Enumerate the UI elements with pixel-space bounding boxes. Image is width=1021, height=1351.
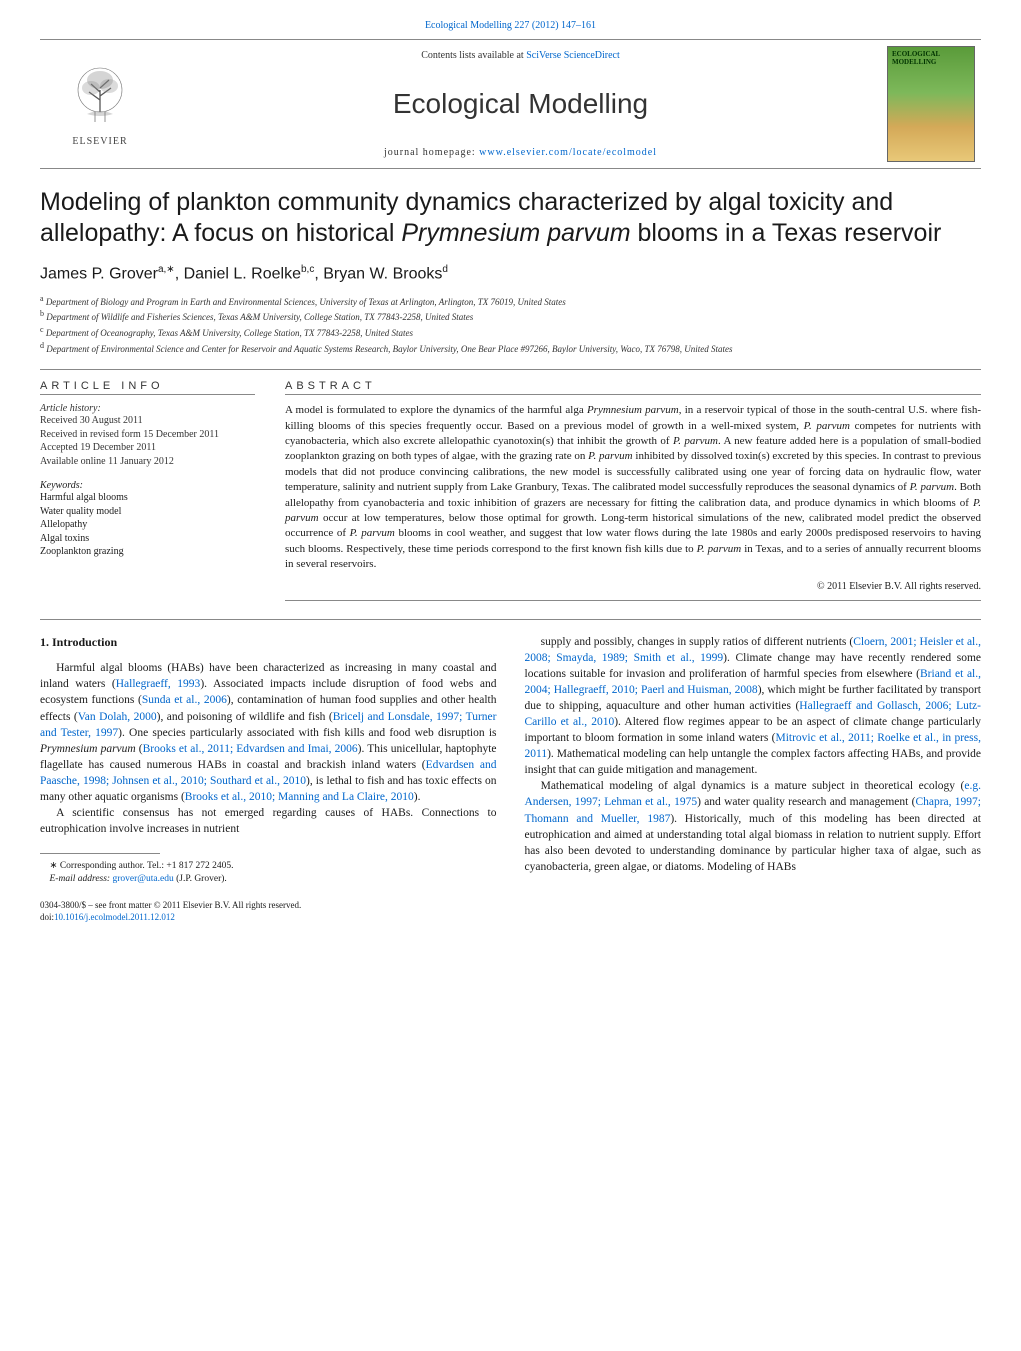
homepage-prefix: journal homepage:: [384, 147, 479, 158]
intro-p2: A scientific consensus has not emerged r…: [40, 805, 497, 837]
article-title: Modeling of plankton community dynamics …: [40, 187, 981, 250]
title-part2: blooms in a Texas reservoir: [631, 219, 942, 247]
author-1-aff: a,∗: [158, 264, 175, 275]
right-column: supply and possibly, changes in supply r…: [525, 634, 982, 924]
keyword-0: Harmful algal blooms: [40, 491, 255, 505]
header-center: Contents lists available at SciVerse Sci…: [160, 40, 881, 168]
aff-d-text: Department of Environmental Science and …: [46, 344, 732, 354]
meta-row: article info Article history: Received 3…: [40, 369, 981, 600]
intro-p1: Harmful algal blooms (HABs) have been ch…: [40, 660, 497, 805]
author-3-aff: d: [442, 264, 448, 275]
author-2: Daniel L. Roelke: [184, 265, 301, 282]
article-info-column: article info Article history: Received 3…: [40, 370, 275, 600]
left-column: 1. Introduction Harmful algal blooms (HA…: [40, 634, 497, 924]
col2-p1: supply and possibly, changes in supply r…: [525, 634, 982, 779]
author-2-aff: b,c: [301, 264, 314, 275]
history-accepted: Accepted 19 December 2011: [40, 441, 255, 455]
keyword-2: Allelopathy: [40, 518, 255, 532]
aff-b-text: Department of Wildlife and Fisheries Sci…: [46, 312, 473, 322]
history-revised: Received in revised form 15 December 201…: [40, 428, 255, 442]
journal-header: ELSEVIER Contents lists available at Sci…: [40, 39, 981, 169]
affiliations: a Department of Biology and Program in E…: [40, 293, 981, 355]
intro-heading: 1. Introduction: [40, 634, 497, 651]
aff-c-text: Department of Oceanography, Texas A&M Un…: [46, 328, 413, 338]
cover-label: ECOLOGICAL MODELLING: [892, 51, 970, 66]
aff-a-text: Department of Biology and Program in Ear…: [46, 297, 566, 307]
authors-line: James P. Grovera,∗, Daniel L. Roelkeb,c,…: [40, 264, 981, 283]
abstract-label: abstract: [285, 380, 981, 392]
col2-p2: Mathematical modeling of algal dynamics …: [525, 778, 982, 875]
keyword-3: Algal toxins: [40, 532, 255, 546]
running-citation: Ecological Modelling 227 (2012) 147–161: [40, 20, 981, 31]
history-received: Received 30 August 2011: [40, 414, 255, 428]
footnote-separator: [40, 853, 160, 854]
journal-title: Ecological Modelling: [168, 88, 873, 120]
keywords-label: Keywords:: [40, 480, 255, 491]
journal-cover: ECOLOGICAL MODELLING: [881, 40, 981, 168]
history-online: Available online 11 January 2012: [40, 455, 255, 469]
homepage-link[interactable]: www.elsevier.com/locate/ecolmodel: [479, 147, 657, 158]
copyright-line: © 2011 Elsevier B.V. All rights reserved…: [285, 581, 981, 601]
publisher-name: ELSEVIER: [72, 136, 127, 147]
info-divider: [40, 394, 255, 395]
bottom-meta: 0304-3800/$ – see front matter © 2011 El…: [40, 900, 497, 923]
abstract-text: A model is formulated to explore the dyn…: [285, 403, 981, 572]
doi-line: doi:10.1016/j.ecolmodel.2011.12.012: [40, 912, 497, 924]
doi-prefix: doi:: [40, 912, 54, 922]
issn-line: 0304-3800/$ – see front matter © 2011 El…: [40, 900, 497, 912]
keyword-4: Zooplankton grazing: [40, 545, 255, 559]
sciencedirect-link[interactable]: SciVerse ScienceDirect: [526, 50, 620, 61]
cover-thumbnail: ECOLOGICAL MODELLING: [887, 46, 975, 162]
email-suffix: (J.P. Grover).: [174, 874, 227, 884]
article-info-label: article info: [40, 380, 255, 392]
corresponding-author: ∗ Corresponding author. Tel.: +1 817 272…: [40, 860, 497, 873]
email-link[interactable]: grover@uta.edu: [112, 874, 173, 884]
elsevier-tree-icon: [65, 62, 135, 132]
affiliation-a: a Department of Biology and Program in E…: [40, 293, 981, 309]
doi-link[interactable]: 10.1016/j.ecolmodel.2011.12.012: [54, 912, 175, 922]
author-1: James P. Grover: [40, 265, 158, 282]
journal-homepage: journal homepage: www.elsevier.com/locat…: [168, 147, 873, 158]
keyword-1: Water quality model: [40, 505, 255, 519]
title-species: Prymnesium parvum: [401, 219, 630, 247]
body-columns: 1. Introduction Harmful algal blooms (HA…: [40, 619, 981, 924]
abstract-divider: [285, 394, 981, 395]
history-label: Article history:: [40, 403, 255, 414]
affiliation-c: c Department of Oceanography, Texas A&M …: [40, 324, 981, 340]
abstract-column: abstract A model is formulated to explor…: [275, 370, 981, 600]
affiliation-b: b Department of Wildlife and Fisheries S…: [40, 308, 981, 324]
publisher-logo: ELSEVIER: [40, 40, 160, 168]
email-footnote: E-mail address: grover@uta.edu (J.P. Gro…: [40, 873, 497, 886]
affiliation-d: d Department of Environmental Science an…: [40, 340, 981, 356]
contents-available: Contents lists available at SciVerse Sci…: [168, 50, 873, 61]
contents-prefix: Contents lists available at: [421, 50, 526, 61]
email-label: E-mail address:: [50, 874, 113, 884]
author-3: Bryan W. Brooks: [323, 265, 442, 282]
